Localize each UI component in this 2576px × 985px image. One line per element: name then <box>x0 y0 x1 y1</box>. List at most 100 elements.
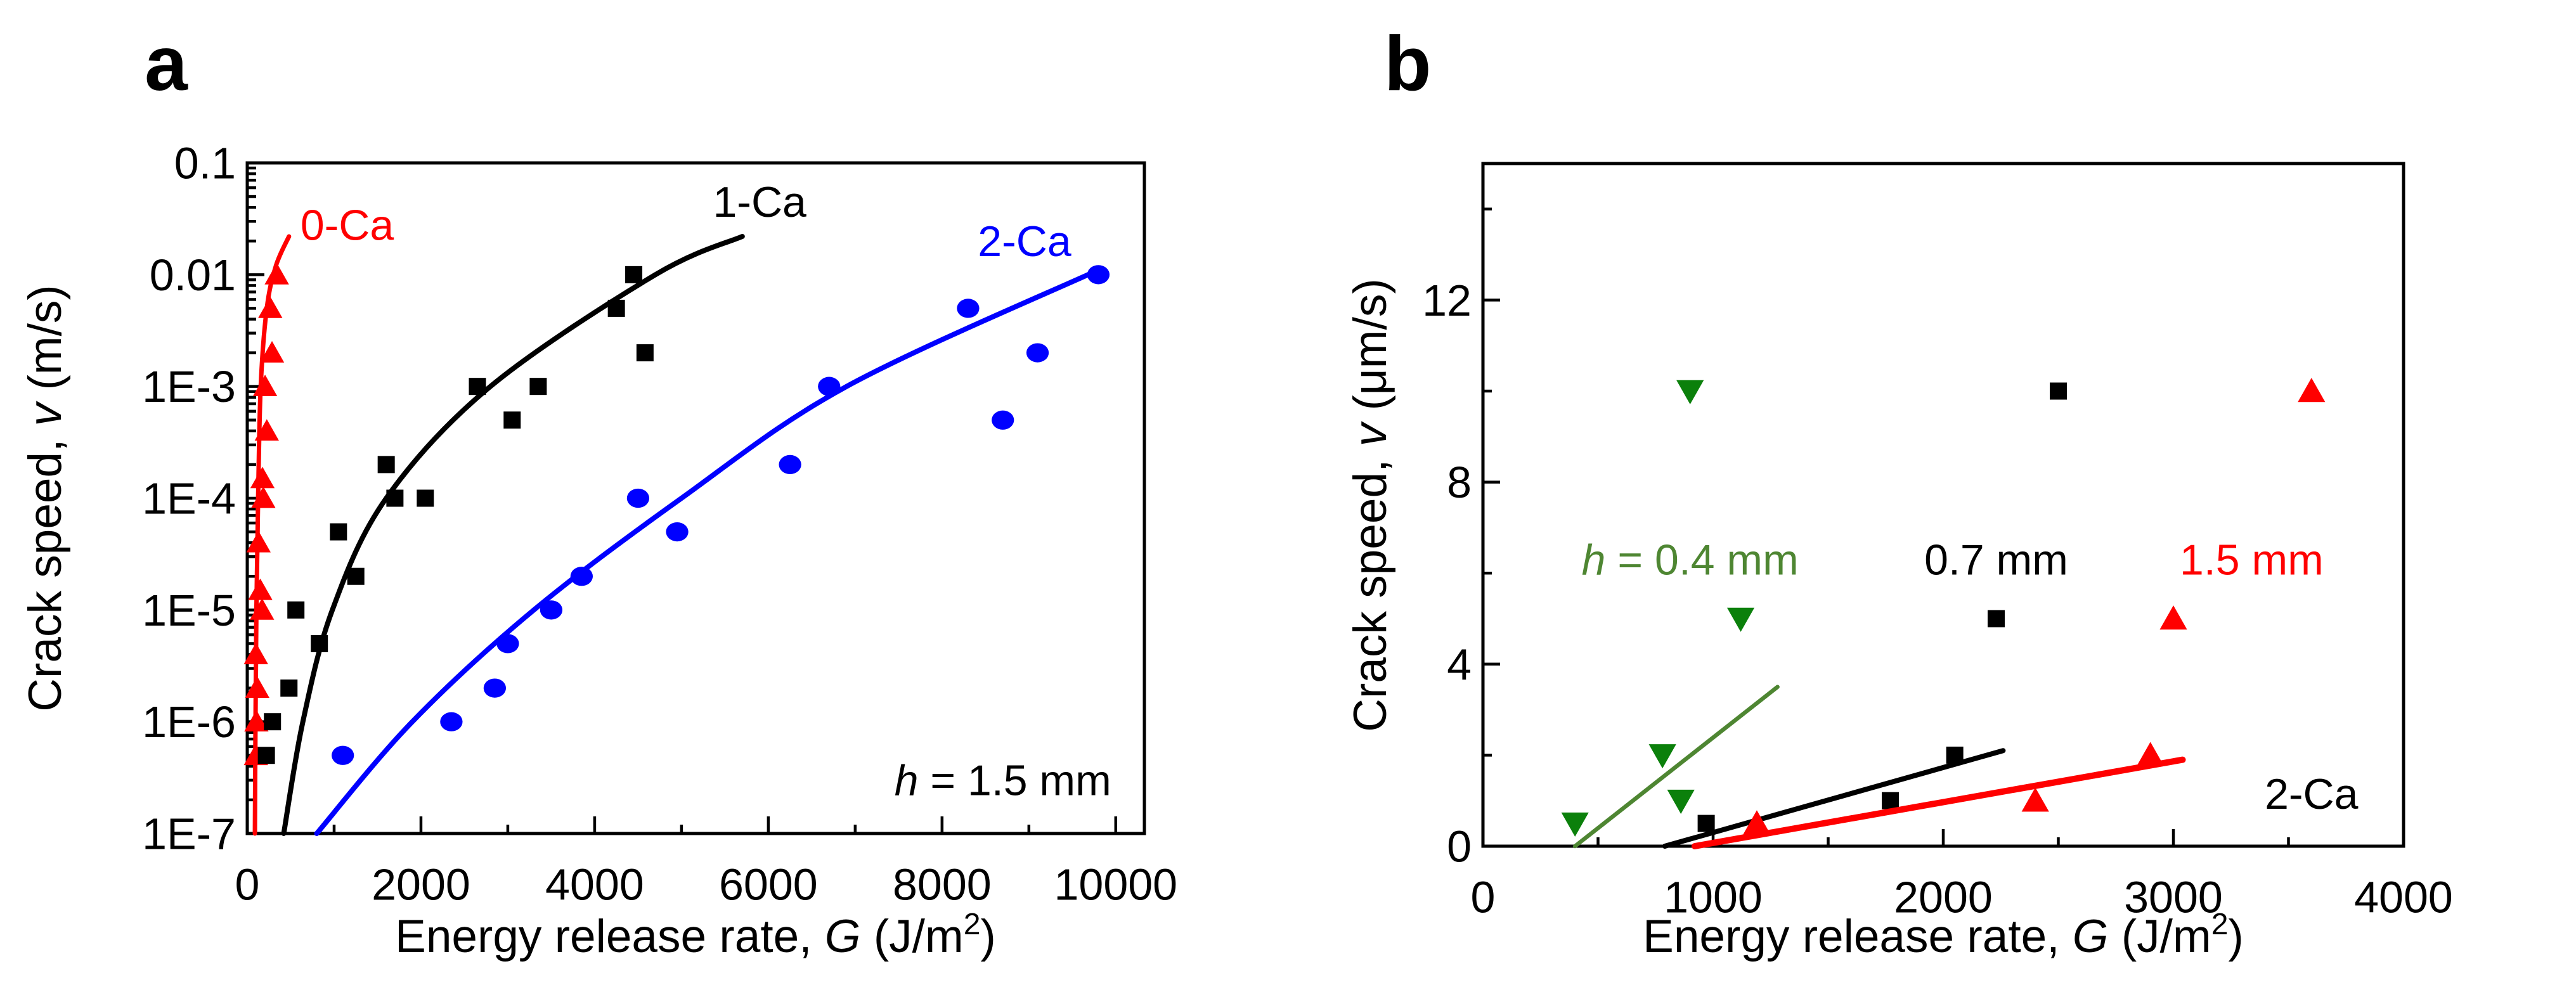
marker-1.5-mm <box>2298 378 2326 402</box>
marker-0-Ca <box>248 578 273 600</box>
plot-frame-b <box>1481 162 2405 848</box>
marker-0-Ca <box>250 467 275 489</box>
x-axis-title-a: Energy release rate, G (J/m2) <box>395 907 996 962</box>
y-axis-title-b: Crack speed, v (μm/s) <box>1345 278 1396 731</box>
marker-0-Ca <box>245 676 269 698</box>
annotation-0-Ca: 0-Ca <box>301 201 394 249</box>
marker-1-Ca <box>417 489 434 507</box>
marker-1-Ca <box>257 747 275 764</box>
fit-line-0.7-mm <box>1662 748 2006 849</box>
marker-2-Ca <box>440 712 463 731</box>
marker-1.5-mm <box>2159 605 2187 630</box>
x-tick-label: 6000 <box>719 860 818 910</box>
marker-0-Ca <box>246 531 271 553</box>
annotation-2-Ca: 2-Ca <box>978 217 1071 266</box>
marker-1-Ca <box>503 411 521 429</box>
y-tick-label: 0.01 <box>150 250 236 300</box>
marker-2-Ca <box>540 600 563 620</box>
marker-1-Ca <box>529 378 547 396</box>
fit-line-2-Ca <box>314 267 1101 836</box>
marker-1.5-mm <box>2137 742 2165 766</box>
x-tick-label: 2000 <box>372 860 470 910</box>
marker-h-0.4-mm <box>1667 789 1695 814</box>
marker-1-Ca <box>280 679 298 697</box>
series-1-Ca <box>257 234 745 836</box>
marker-2-Ca <box>666 522 689 542</box>
panel-a-chart: 0 2000 4000 6000 8000 10000 0.1 0.01 1E-3 1E-4 1E-… <box>20 139 1177 963</box>
x-axis-title-b: Energy release rate, G (J/m2) <box>1643 907 2244 962</box>
y-tick-label: 1E-3 <box>142 362 236 411</box>
marker-1-Ca <box>386 489 404 507</box>
series-1.5-mm <box>1691 378 2326 849</box>
marker-0.7-mm <box>1697 814 1715 832</box>
x-tick-label: 4000 <box>545 860 644 910</box>
marker-2-Ca <box>957 299 980 318</box>
marker-2-Ca <box>496 634 519 653</box>
x-tick-label: 4000 <box>2354 873 2453 922</box>
marker-0-Ca <box>251 486 276 508</box>
y-tick-label: 1E-4 <box>142 474 236 524</box>
marker-1-Ca <box>347 567 365 585</box>
marker-1-Ca <box>607 299 625 317</box>
series-0-Ca <box>243 234 292 836</box>
marker-2-Ca <box>626 488 650 508</box>
x-tick-label: 2000 <box>1894 873 1993 922</box>
y-tick-label: 1E-6 <box>142 697 236 747</box>
x-tick-label: 10000 <box>1054 860 1177 910</box>
marker-2-Ca <box>570 567 593 586</box>
marker-0-Ca <box>250 598 275 620</box>
marker-0-Ca <box>259 341 285 363</box>
marker-h-0.4-mm <box>1726 607 1755 632</box>
annotation-1-Ca: 1-Ca <box>713 178 806 226</box>
marker-h-0.4-mm <box>1676 380 1704 404</box>
marker-2-Ca <box>779 454 801 475</box>
marker-1-Ca <box>311 634 328 652</box>
x-tick-label: 1000 <box>1664 873 1763 922</box>
marker-0-Ca <box>254 419 280 441</box>
marker-0.7-mm <box>1882 792 1900 809</box>
annotation-1.5-mm: 1.5 mm <box>2180 536 2324 584</box>
marker-1-Ca <box>287 601 305 619</box>
y-tick-label: 8 <box>1447 458 1472 507</box>
annotation-0.7-mm: 0.7 mm <box>1924 536 2068 584</box>
y-tick-label: 4 <box>1447 640 1472 689</box>
panel-letter-b: b <box>1384 20 1432 106</box>
marker-2-Ca <box>483 678 507 698</box>
marker-1.5-mm <box>1743 810 1771 835</box>
x-tick-label: 3000 <box>2124 873 2223 922</box>
marker-1-Ca <box>636 344 654 362</box>
y-tick-label: 12 <box>1422 276 1472 325</box>
marker-1-Ca <box>264 713 282 731</box>
fit-line-1.5-mm <box>1691 756 2186 849</box>
fit-line-h-0.4-mm <box>1572 685 1780 849</box>
marker-1-Ca <box>377 456 395 473</box>
marker-2-Ca <box>818 377 841 396</box>
y-tick-label: 0 <box>1447 822 1472 872</box>
y-axis-title-a: Crack speed, v (m/s) <box>20 285 71 711</box>
y-tick-label: 1E-5 <box>142 586 236 635</box>
marker-0.7-mm <box>1987 610 2005 628</box>
marker-0.7-mm <box>2050 382 2067 400</box>
marker-2-Ca <box>992 410 1014 430</box>
annotation-h-1.5-mm: h = 1.5 mm <box>895 757 1111 805</box>
marker-0.7-mm <box>1946 746 1964 764</box>
marker-1-Ca <box>330 523 347 541</box>
marker-1-Ca <box>469 378 486 396</box>
series-0.7-mm <box>1662 382 2067 849</box>
panel-b-chart: 0 1000 2000 3000 4000 0 4 8 12 h = 0.4 mm 0.7 mm 1.… <box>1345 162 2453 962</box>
series-h-0.4-mm <box>1561 380 1780 849</box>
annotation-2-Ca: 2-Ca <box>2265 770 2359 818</box>
marker-0-Ca <box>264 262 289 285</box>
x-tick-label: 0 <box>235 860 260 910</box>
marker-2-Ca <box>1026 343 1049 363</box>
marker-h-0.4-mm <box>1561 812 1589 837</box>
marker-h-0.4-mm <box>1648 744 1676 769</box>
x-tick-label: 0 <box>1471 873 1496 922</box>
series-2-Ca <box>314 265 1110 836</box>
marker-1-Ca <box>625 266 643 283</box>
y-tick-label: 1E-7 <box>142 809 236 859</box>
annotation-h-0.4-mm: h = 0.4 mm <box>1582 536 1799 584</box>
x-tick-label: 8000 <box>893 860 992 910</box>
